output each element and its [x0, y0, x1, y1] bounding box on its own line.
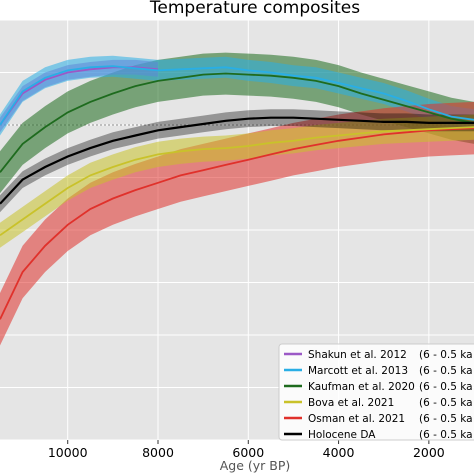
legend-label: Kaufman et al. 2020	[308, 381, 415, 393]
line-marcott-et-al-2013	[0, 65, 474, 126]
legend-label: Osman et al. 2021	[308, 413, 405, 425]
legend-period: (6 - 0.5 ka	[419, 349, 473, 361]
x-tick-label: 8000	[142, 445, 174, 460]
legend-label: Holocene DA	[308, 429, 376, 441]
legend-period: (6 - 0.5 ka	[419, 429, 473, 441]
legend-period: (6 - 0.5 ka	[419, 397, 473, 409]
legend-label: Bova et al. 2021	[308, 397, 394, 409]
x-tick-label: 2000	[413, 445, 445, 460]
x-tick-label: 4000	[323, 445, 355, 460]
legend: Shakun et al. 2012 (6 - 0.5 ka Marcott et …	[278, 343, 474, 441]
band-bova-et-al-2021	[0, 114, 474, 248]
legend-label: Marcott et al. 2013	[308, 365, 408, 377]
line-holocene-da	[0, 116, 474, 205]
chart-title: Temperature composites	[149, 0, 360, 18]
legend-box	[278, 343, 474, 441]
legend-label: Shakun et al. 2012	[308, 349, 407, 361]
band-marcott-et-al-2013	[0, 55, 474, 136]
legend-period: (6 - 0.5 ka	[419, 381, 473, 393]
x-axis-ticks: 10000 8000 6000 4000 2000	[48, 440, 445, 460]
line-osman-et-al-2021	[0, 127, 474, 320]
line-bova-et-al-2021	[0, 126, 474, 237]
band-holocene-da	[0, 109, 474, 213]
x-axis-label: Age (yr BP)	[220, 458, 291, 473]
x-tick-label: 10000	[48, 445, 88, 460]
band-osman-et-al-2021	[0, 101, 474, 346]
line-kaufman-et-al-2020	[0, 72, 474, 173]
series-lines	[0, 65, 474, 320]
x-tick-label: 6000	[232, 445, 264, 460]
legend-period: (6 - 0.5 ka	[419, 413, 473, 425]
legend-period: (6 - 0.5 ka	[419, 365, 473, 377]
